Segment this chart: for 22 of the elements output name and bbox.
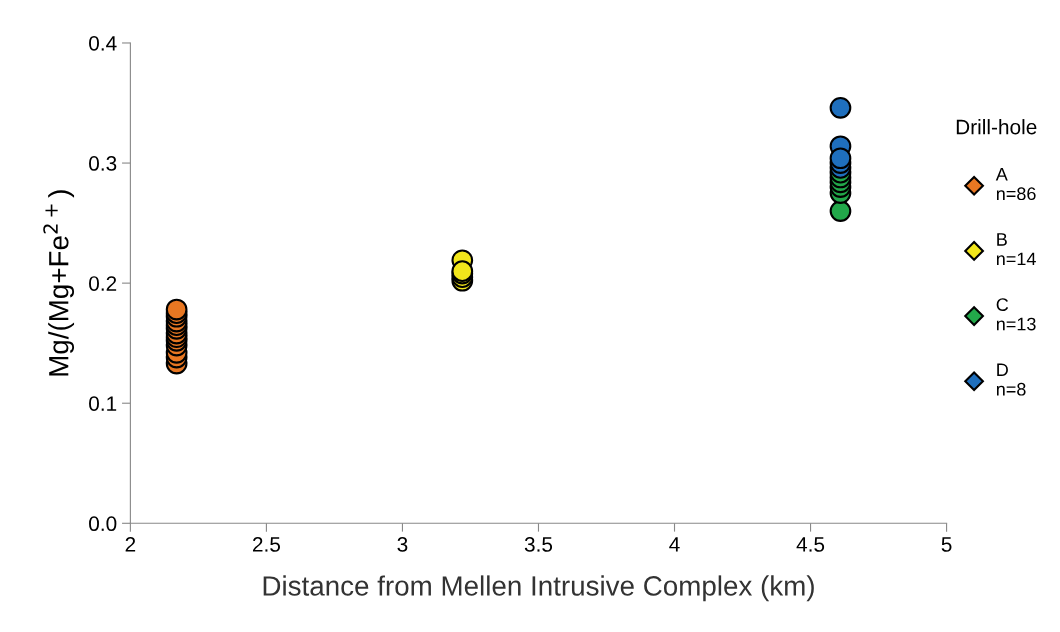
legend-title: Drill-hole	[956, 119, 1037, 135]
legend-label: A n=86	[995, 168, 1036, 201]
x-tick-label: 2	[125, 537, 136, 552]
point	[829, 147, 852, 170]
x-tick-label: 4.5	[796, 537, 825, 552]
x-tick-label: 4	[669, 537, 680, 552]
legend-label: D n=8	[996, 363, 1026, 396]
y-tick-label: 0.1	[89, 396, 117, 411]
y-tick-label: 0.0	[89, 516, 117, 532]
x-tick-label: 3	[397, 537, 408, 552]
x-tick-label: 3.5	[524, 537, 553, 552]
point	[829, 200, 852, 222]
x-tick-label: 2.5	[252, 537, 281, 552]
y-tick-label: 0.4	[89, 35, 117, 51]
x-tick-label: 5	[941, 537, 952, 552]
legend-label: C n=13	[996, 298, 1036, 331]
y-tick-label: 0.3	[89, 156, 117, 171]
x-axis-title: Distance from Mellen Intrusive Complex (km)	[263, 575, 814, 602]
y-axis-title: Mg/(Mg+Fe$^{2+}$)	[43, 190, 75, 376]
y-tick-label: 0.2	[89, 276, 117, 291]
legend-label: B n=14	[996, 233, 1036, 266]
point	[829, 96, 852, 119]
